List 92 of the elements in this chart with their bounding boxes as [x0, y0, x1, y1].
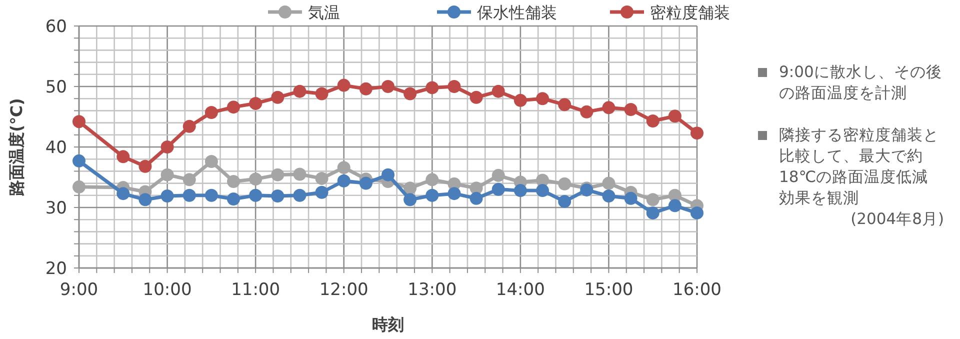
point: [646, 193, 660, 206]
point: [558, 177, 572, 190]
point: [138, 193, 152, 206]
point: [160, 140, 174, 154]
x-tick-label: 11:00: [231, 280, 280, 300]
point: [138, 160, 152, 173]
point: [227, 192, 240, 206]
point: [72, 180, 86, 194]
point: [382, 168, 394, 182]
text: 9:00に散水し、その後の路面温度を計測: [778, 62, 943, 104]
point: [249, 188, 262, 202]
point: [558, 98, 572, 112]
point: [404, 182, 417, 195]
point: [72, 154, 86, 168]
y-tick-label: 30: [45, 198, 67, 218]
point: [160, 190, 174, 203]
point: [227, 100, 240, 114]
point: [492, 168, 505, 182]
x-tick-label: 16:00: [672, 280, 722, 300]
text: 隣接する密粒度舗装と比較して、最大で約18℃の路面温度低減効果を観測: [778, 125, 940, 209]
point: [602, 190, 616, 203]
x-tick-label: 13:00: [408, 280, 457, 300]
x-tick-label: 15:00: [584, 280, 634, 300]
legend-label: 保水性舗装: [477, 3, 557, 22]
point: [116, 187, 130, 200]
point: [426, 173, 439, 186]
point: [315, 186, 328, 199]
point: [160, 168, 174, 182]
point: [448, 187, 461, 200]
point: [690, 126, 704, 140]
point: [646, 114, 660, 128]
point: [204, 106, 218, 120]
point: [72, 115, 86, 128]
point: [536, 184, 549, 198]
point: [337, 161, 350, 174]
point: [182, 120, 196, 133]
point: [514, 184, 527, 198]
point: [315, 172, 328, 185]
point: [182, 188, 196, 202]
y-tick-label: 50: [45, 78, 67, 98]
point: [404, 87, 417, 100]
point: [448, 80, 461, 93]
point: [602, 176, 616, 190]
point: [182, 173, 196, 186]
point: [668, 110, 682, 123]
y-tick-label: 40: [45, 138, 67, 158]
point: [602, 101, 616, 114]
point: [249, 172, 262, 186]
point: [558, 194, 572, 208]
point: [204, 188, 218, 202]
point: [315, 87, 328, 100]
point: [470, 90, 483, 104]
point: [271, 190, 284, 203]
point: [293, 188, 306, 202]
x-axis-title: 時刻: [372, 315, 404, 334]
x-tick-label: 12:00: [319, 280, 368, 300]
point: [293, 168, 306, 181]
legend-label: 気温: [308, 3, 340, 22]
point: [690, 206, 704, 220]
point: [382, 80, 394, 93]
point: [624, 192, 638, 205]
point: [271, 168, 284, 182]
point: [271, 90, 284, 104]
x-tick-label: 9:00: [60, 280, 98, 300]
point: [337, 78, 350, 92]
point: [624, 102, 638, 116]
point: [337, 174, 350, 188]
point: [426, 81, 439, 94]
legend-label: 密粒度舗装: [650, 3, 730, 22]
point: [227, 174, 240, 188]
point: [470, 192, 483, 205]
point: [492, 84, 505, 98]
point: [580, 105, 594, 118]
point: [116, 150, 130, 164]
point: [646, 206, 660, 220]
point: [204, 155, 218, 168]
point: [426, 188, 439, 202]
x-tick-label: 14:00: [496, 280, 545, 300]
point: [404, 193, 417, 206]
point: [249, 96, 262, 110]
point: [359, 82, 372, 96]
point: [668, 199, 682, 212]
point: [514, 94, 527, 107]
point: [359, 176, 372, 190]
x-tick-label: 10:00: [142, 280, 192, 300]
y-axis-title: 路面温度(℃): [7, 98, 26, 197]
point: [536, 92, 549, 106]
point: [293, 84, 306, 98]
y-tick-label: 60: [45, 17, 67, 37]
text: (2004年8月): [850, 209, 944, 230]
y-tick-label: 20: [45, 259, 67, 279]
point: [492, 182, 505, 196]
